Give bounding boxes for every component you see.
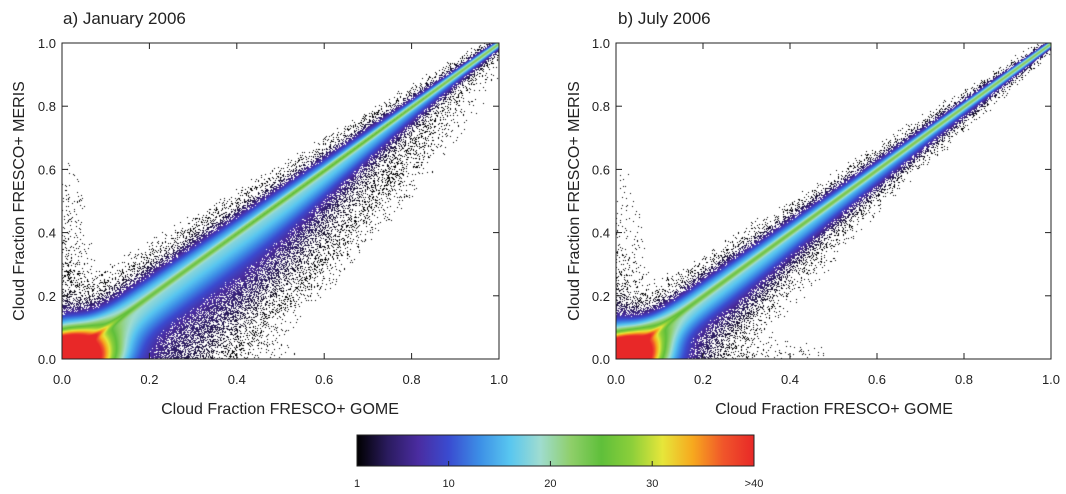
y-tick-label: 1.0 xyxy=(38,36,56,51)
x-tick-label: 0.0 xyxy=(607,372,625,387)
y-tick-label: 0.2 xyxy=(592,289,610,304)
panel-b-ylabel: Cloud Fraction FRESCO+ MERIS xyxy=(566,81,583,321)
x-tick-label: 0.8 xyxy=(955,372,973,387)
colorbar-ticks: 1 10 20 30 >40 xyxy=(354,461,763,490)
panel-b-title: b) July 2006 xyxy=(618,9,711,28)
colorbar-bar xyxy=(356,434,755,467)
x-tick-label: 0.6 xyxy=(868,372,886,387)
colorbar-tick-label: 10 xyxy=(442,478,454,490)
panel-a-frame xyxy=(61,42,500,360)
panel-b-heatmap xyxy=(616,43,1051,359)
x-tick-label: 0.4 xyxy=(781,372,799,387)
y-tick-label: 0.0 xyxy=(592,352,610,367)
panel-a-ticks: 0.0 0.2 0.4 0.6 0.8 1.0 0.0 0.2 0.4 0.6 0.8 1.0 xyxy=(38,36,508,387)
panel-a-xlabel: Cloud Fraction FRESCO+ GOME xyxy=(161,401,399,418)
y-tick-label: 0.0 xyxy=(38,352,56,367)
panel-b-frame xyxy=(615,42,1052,360)
panel-a-title: a) January 2006 xyxy=(63,9,186,28)
panel-a-heatmap xyxy=(62,43,499,359)
panel-b-xlabel: Cloud Fraction FRESCO+ GOME xyxy=(715,401,953,418)
x-tick-label: 0.2 xyxy=(694,372,712,387)
panel-a-ylabel: Cloud Fraction FRESCO+ MERIS xyxy=(11,81,28,321)
colorbar-tick-label: >40 xyxy=(745,478,764,490)
x-tick-label: 0.6 xyxy=(315,372,333,387)
panel-b: b) July 2006 0.0 0.2 0.4 0.6 0.8 1.0 0.0 0.2 0.4… xyxy=(566,9,1060,418)
y-tick-label: 0.8 xyxy=(592,99,610,114)
panel-b-ticks: 0.0 0.2 0.4 0.6 0.8 1.0 0.0 0.2 0.4 0.6 0.8 1.0 xyxy=(592,36,1060,387)
x-tick-label: 0.4 xyxy=(228,372,246,387)
y-tick-label: 0.4 xyxy=(38,226,56,241)
y-tick-label: 0.4 xyxy=(592,226,610,241)
y-tick-label: 0.2 xyxy=(38,289,56,304)
colorbar-tick-label: 20 xyxy=(544,478,556,490)
x-tick-label: 0.0 xyxy=(53,372,71,387)
panel-a: a) January 2006 0.0 0.2 0.4 0.6 0.8 1.0 0.0 0.2… xyxy=(11,9,508,418)
x-tick-label: 0.8 xyxy=(403,372,421,387)
x-tick-label: 0.2 xyxy=(140,372,158,387)
colorbar-tick-label: 30 xyxy=(646,478,658,490)
y-tick-label: 0.8 xyxy=(38,99,56,114)
x-tick-label: 1.0 xyxy=(490,372,508,387)
y-tick-label: 0.6 xyxy=(38,162,56,177)
colorbar-tick-label: 1 xyxy=(354,478,360,490)
y-tick-label: 0.6 xyxy=(592,162,610,177)
y-tick-label: 1.0 xyxy=(592,36,610,51)
colorbar: 1 10 20 30 >40 xyxy=(354,434,763,490)
x-tick-label: 1.0 xyxy=(1042,372,1060,387)
